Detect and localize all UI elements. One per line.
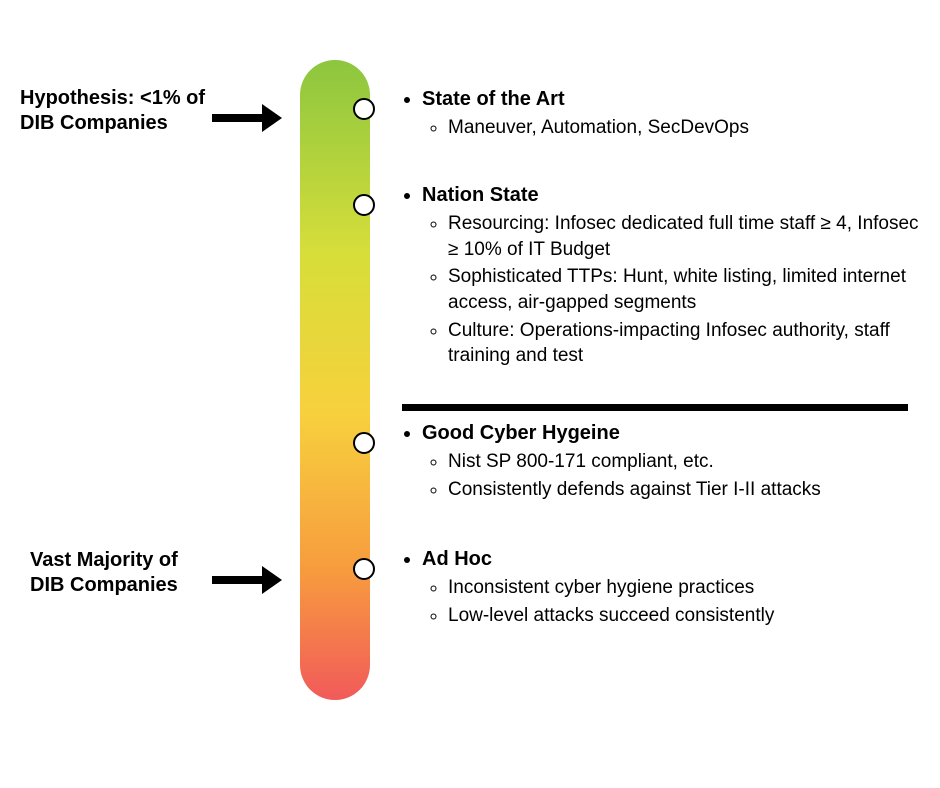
- level-detail: Consistently defends against Tier I-II a…: [448, 477, 920, 503]
- maturity-level-block: State of the Art Maneuver, Automation, Se…: [400, 88, 920, 147]
- arrow-icon: [212, 104, 282, 132]
- level-marker: [353, 558, 375, 580]
- level-marker: [353, 98, 375, 120]
- level-detail: Resourcing: Infosec dedicated full time …: [448, 211, 920, 262]
- level-detail: Maneuver, Automation, SecDevOps: [448, 115, 920, 141]
- maturity-level-block: Good Cyber Hygeine Nist SP 800-171 compli…: [400, 422, 920, 508]
- level-detail: Culture: Operations-impacting Infosec au…: [448, 318, 920, 369]
- maturity-level-block: Ad Hoc Inconsistent cyber hygiene practic…: [400, 548, 920, 634]
- level-title: Nation State: [422, 184, 539, 206]
- section-divider: [402, 404, 908, 411]
- level-title: State of the Art: [422, 88, 565, 110]
- level-marker: [353, 432, 375, 454]
- level-detail: Sophisticated TTPs: Hunt, white listing,…: [448, 264, 920, 315]
- level-title: Ad Hoc: [422, 548, 492, 570]
- maturity-gradient-bar: [300, 60, 370, 700]
- maturity-level-block: Nation State Resourcing: Infosec dedicate…: [400, 184, 920, 375]
- level-title: Good Cyber Hygeine: [422, 422, 620, 444]
- arrow-icon: [212, 566, 282, 594]
- diagram-canvas: Hypothesis: <1% ofDIB Companies Vast Majo…: [0, 0, 940, 788]
- level-marker: [353, 194, 375, 216]
- annotation-label: Vast Majority ofDIB Companies: [30, 548, 178, 598]
- annotation-label: Hypothesis: <1% ofDIB Companies: [20, 86, 205, 136]
- level-detail: Nist SP 800-171 compliant, etc.: [448, 449, 920, 475]
- level-detail: Low-level attacks succeed consistently: [448, 603, 920, 629]
- level-detail: Inconsistent cyber hygiene practices: [448, 575, 920, 601]
